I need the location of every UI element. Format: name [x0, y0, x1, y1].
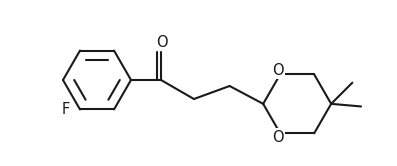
Text: O: O — [272, 130, 284, 145]
Text: O: O — [272, 63, 284, 78]
Text: F: F — [62, 102, 70, 117]
Text: O: O — [156, 35, 168, 49]
